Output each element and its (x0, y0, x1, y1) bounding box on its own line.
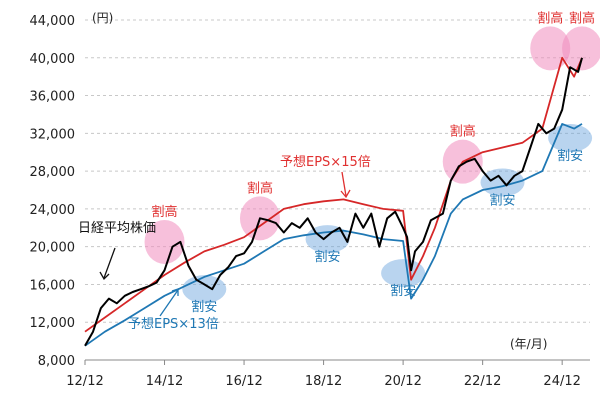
y-tick-label: 36,000 (30, 90, 76, 105)
undervalued-label: 割安 (557, 148, 583, 164)
overvalued-label: 割高 (152, 204, 178, 220)
y-tick-label: 40,000 (30, 52, 76, 67)
x-tick-label: 18/12 (305, 374, 342, 389)
overvalued-label: 割高 (247, 180, 273, 196)
x-tick-label: 16/12 (225, 374, 262, 389)
y-tick-label: 44,000 (30, 14, 76, 29)
highlight-ellipses (144, 26, 600, 304)
undervalued-label: 割安 (315, 249, 341, 265)
annotation-eps15-arrow (341, 171, 347, 197)
annotation-eps15-arrowhead (340, 189, 351, 199)
y-tick-label: 32,000 (30, 127, 76, 142)
x-unit-label: (年/月) (510, 337, 547, 351)
annotation-nikkei-label: 日経平均株価 (78, 221, 156, 236)
undervalued-highlight (381, 259, 426, 288)
overvalued-highlight (530, 26, 571, 71)
y-tick-label: 16,000 (30, 278, 76, 293)
undervalued-label: 割安 (191, 299, 217, 315)
undervalued-label: 割安 (390, 283, 416, 299)
overvalued-highlight (562, 26, 600, 71)
series-line-0 (84, 57, 583, 347)
x-tick-label: 24/12 (543, 374, 580, 389)
undervalued-highlight (182, 275, 227, 304)
x-tick-label: 14/12 (146, 374, 183, 389)
y-tick-label: 28,000 (30, 165, 76, 180)
overvalued-highlight (144, 219, 185, 264)
y-tick-labels: 8,000 12,000 16,000 20,000 24,000 28,000 32,00… (30, 14, 76, 369)
annotation-eps13-label: 予想EPS×13倍 (128, 316, 219, 332)
annotation-eps13-arrow (159, 289, 179, 317)
annotation-nikkei-arrowhead (99, 271, 110, 281)
undervalued-label: 割安 (490, 192, 516, 208)
undervalued-highlight (305, 225, 350, 254)
annotation-eps13-arrowhead (171, 288, 179, 296)
x-tick-labels: 12/12 14/12 16/12 18/12 20/12 22/12 24/12 (66, 360, 581, 389)
overvalued-label: 割高 (569, 10, 595, 26)
overvalued-label: 割高 (450, 124, 476, 140)
y-unit-label: (円) (92, 11, 113, 25)
overvalued-label: 割高 (537, 10, 563, 26)
annotation-eps15-label: 予想EPS×15倍 (280, 154, 371, 170)
series-line-1 (84, 56, 583, 333)
y-tick-label: 8,000 (38, 354, 75, 369)
y-tick-label: 12,000 (30, 316, 76, 331)
annotation-nikkei-arrow (103, 247, 116, 279)
x-tick-label: 12/12 (66, 374, 103, 389)
y-tick-label: 20,000 (30, 241, 76, 256)
x-tick-label: 20/12 (384, 374, 421, 389)
x-tick-label: 22/12 (464, 374, 501, 389)
y-tick-label: 24,000 (30, 203, 76, 218)
